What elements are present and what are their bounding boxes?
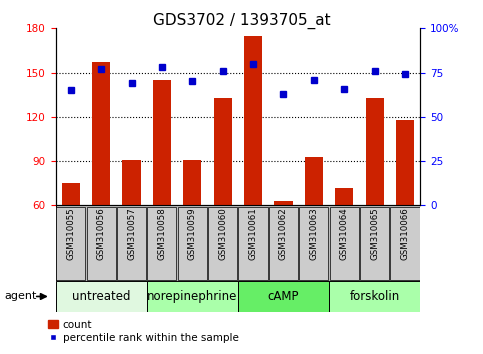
Text: untreated: untreated — [72, 290, 130, 303]
Bar — [117, 207, 146, 280]
Text: GSM310062: GSM310062 — [279, 207, 288, 260]
Bar — [390, 207, 420, 280]
Bar — [299, 207, 328, 280]
Text: GDS3702 / 1393705_at: GDS3702 / 1393705_at — [153, 12, 330, 29]
Bar — [56, 281, 147, 312]
Text: GSM310064: GSM310064 — [340, 207, 349, 260]
Legend: count, percentile rank within the sample: count, percentile rank within the sample — [44, 315, 242, 347]
Bar — [183, 160, 201, 205]
Bar — [208, 207, 237, 280]
Text: GSM310058: GSM310058 — [157, 207, 167, 260]
Text: forskolin: forskolin — [350, 290, 400, 303]
Bar — [92, 62, 110, 205]
Bar — [153, 80, 171, 205]
Bar — [178, 207, 207, 280]
Text: GSM310055: GSM310055 — [66, 207, 75, 260]
Bar — [305, 156, 323, 205]
Text: cAMP: cAMP — [268, 290, 299, 303]
Bar — [360, 207, 389, 280]
Bar — [238, 281, 329, 312]
Text: GSM310060: GSM310060 — [218, 207, 227, 260]
Bar — [366, 98, 384, 205]
Text: GSM310059: GSM310059 — [188, 207, 197, 260]
Bar — [213, 98, 232, 205]
Bar — [239, 207, 268, 280]
Bar — [62, 183, 80, 205]
Bar — [269, 207, 298, 280]
Bar — [122, 160, 141, 205]
Text: GSM310061: GSM310061 — [249, 207, 257, 260]
Text: GSM310057: GSM310057 — [127, 207, 136, 260]
Text: GSM310065: GSM310065 — [370, 207, 379, 260]
Bar — [244, 36, 262, 205]
Bar — [147, 207, 176, 280]
Text: GSM310063: GSM310063 — [309, 207, 318, 260]
Bar — [335, 188, 354, 205]
Text: norepinephrine: norepinephrine — [147, 290, 238, 303]
Bar — [147, 281, 238, 312]
Text: GSM310056: GSM310056 — [97, 207, 106, 260]
Bar — [329, 281, 420, 312]
Bar — [330, 207, 359, 280]
Bar — [56, 207, 85, 280]
Bar — [396, 120, 414, 205]
Bar — [274, 201, 293, 205]
Text: agent: agent — [5, 291, 37, 302]
Text: GSM310066: GSM310066 — [400, 207, 410, 260]
Bar — [86, 207, 116, 280]
